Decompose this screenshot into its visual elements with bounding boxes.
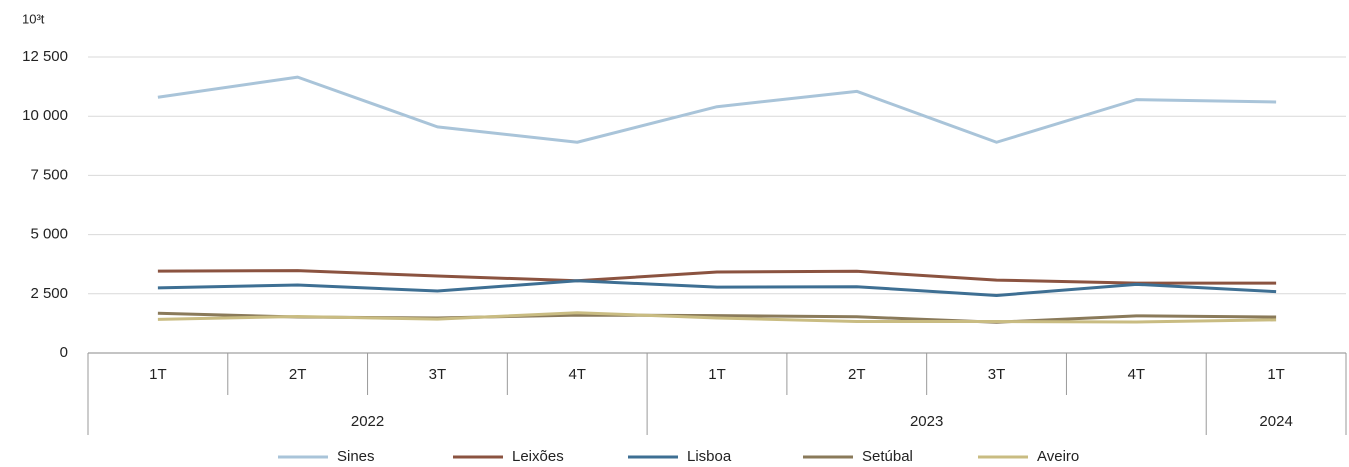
x-tick-label: 2T <box>848 366 866 383</box>
legend-label: Sines <box>337 448 375 465</box>
legend-label: Leixões <box>512 448 564 465</box>
x-tick-label: 1T <box>1267 366 1285 383</box>
x-tick-label: 3T <box>429 366 447 383</box>
x-tick-label: 3T <box>988 366 1006 383</box>
y-tick-label: 12 500 <box>22 48 68 65</box>
y-tick-label: 7 500 <box>30 166 68 183</box>
legend-label: Lisboa <box>687 448 732 465</box>
series-line <box>157 75 1277 144</box>
y-axis-unit: 10³t <box>22 11 45 26</box>
year-label: 2024 <box>1259 413 1292 430</box>
series-line <box>157 279 1277 297</box>
x-tick-label: 4T <box>568 366 586 383</box>
x-tick-label: 2T <box>289 366 307 383</box>
y-tick-label: 0 <box>60 344 68 361</box>
x-tick-label: 4T <box>1128 366 1146 383</box>
series-line <box>157 269 1277 285</box>
x-tick-label: 1T <box>708 366 726 383</box>
year-label: 2022 <box>351 413 384 430</box>
y-tick-label: 2 500 <box>30 285 68 302</box>
legend-label: Setúbal <box>862 448 913 465</box>
legend-label: Aveiro <box>1037 448 1079 465</box>
y-tick-label: 5 000 <box>30 226 68 243</box>
year-label: 2023 <box>910 413 943 430</box>
x-tick-label: 1T <box>149 366 167 383</box>
series-line <box>157 311 1277 324</box>
y-tick-label: 10 000 <box>22 107 68 124</box>
